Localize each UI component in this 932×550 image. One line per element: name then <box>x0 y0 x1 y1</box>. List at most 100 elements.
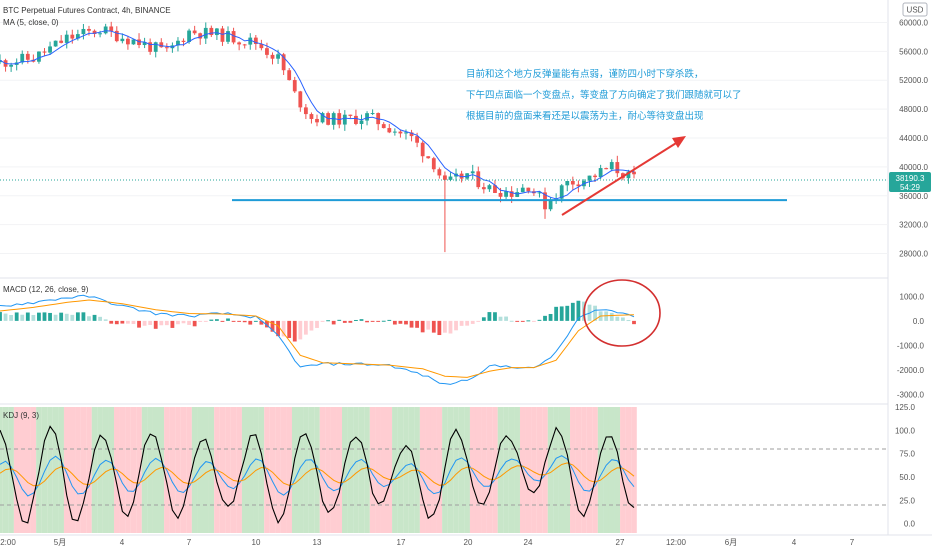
kdj-band <box>13 407 20 533</box>
kdj-band <box>386 407 393 533</box>
candle-body <box>576 184 581 187</box>
candle-body <box>120 38 125 42</box>
kdj-band <box>102 407 109 533</box>
d-line <box>0 462 635 487</box>
macd-bar <box>437 320 442 336</box>
kdj-band <box>136 407 142 533</box>
kdj-band <box>392 407 398 533</box>
candle-body <box>342 114 347 125</box>
macd-bar <box>476 320 481 322</box>
kdj-band <box>236 407 242 533</box>
kdj-band <box>219 407 226 533</box>
kdj-band <box>625 407 632 533</box>
candle-body <box>59 40 64 43</box>
kdj-band <box>197 407 204 533</box>
macd-bar <box>176 320 180 325</box>
kdj-band <box>169 407 176 533</box>
candle-body <box>309 114 314 119</box>
candle-body <box>509 191 514 197</box>
price-tag <box>889 172 931 192</box>
macd-bar <box>242 320 247 323</box>
candle-body <box>604 168 609 170</box>
candle-body <box>570 181 575 185</box>
ma-legend[interactable]: MA (5, close, 0) <box>3 18 59 27</box>
candle-body <box>242 44 247 46</box>
kdj-band <box>486 407 493 533</box>
kdj-band <box>581 407 587 533</box>
kdj-band <box>564 407 571 533</box>
macd-bar <box>81 312 86 321</box>
kdj-legend[interactable]: KDJ (9, 3) <box>3 411 39 420</box>
candle-body <box>9 64 14 67</box>
kdj-band <box>119 407 126 533</box>
macd-bar <box>209 319 214 321</box>
candle-body <box>548 200 553 210</box>
macd-bar <box>126 320 130 324</box>
candle-body <box>448 176 453 180</box>
macd-bar <box>70 314 75 321</box>
macd-bar <box>131 320 136 324</box>
kdj-band <box>91 407 98 533</box>
kdj-band <box>58 407 64 533</box>
candle-body <box>259 44 264 49</box>
candle-body <box>75 34 80 39</box>
macd-bar <box>187 320 191 325</box>
kdj-band <box>464 407 470 533</box>
candle-body <box>153 42 158 52</box>
candle-body <box>526 187 531 192</box>
macd-bar <box>203 320 208 322</box>
kdj-band <box>631 407 637 533</box>
macd-axis-ticks: 1000.0 0.0 -1000.0 -2000.0 -3000.0 <box>897 292 925 399</box>
candle-body <box>87 28 91 31</box>
arrow-head <box>672 136 686 148</box>
kdj-band <box>47 407 53 533</box>
candle-body <box>487 185 492 190</box>
kdj-band <box>158 407 165 533</box>
macd-legend[interactable]: MACD (12, 26, close, 9) <box>3 285 89 294</box>
macd-bar <box>498 316 503 321</box>
candle-body <box>381 124 386 129</box>
price-gridlines <box>0 21 888 255</box>
macd-bar <box>443 320 447 333</box>
kdj-band <box>531 407 537 533</box>
kdj-band <box>269 407 276 533</box>
kdj-band <box>225 407 231 533</box>
kdj-band <box>291 407 298 533</box>
candle-body <box>593 175 597 178</box>
price-tick-label: 32000.0 <box>899 221 928 230</box>
macd-bar <box>248 320 253 325</box>
k-line <box>0 455 635 497</box>
candle-body <box>303 107 308 115</box>
macd-bar <box>420 320 425 333</box>
candle-body <box>404 132 408 134</box>
macd-bar <box>14 312 19 321</box>
kdj-band <box>180 407 187 533</box>
time-axis-ticks[interactable]: 2:00 5月 4 7 10 13 17 20 24 27 12:00 6月 4 7 <box>0 538 855 547</box>
macd-bar <box>537 319 542 321</box>
kdj-band <box>75 407 81 533</box>
candle-body <box>276 54 280 59</box>
macd-histogram <box>0 300 636 342</box>
macd-bar <box>164 320 169 326</box>
currency-badge[interactable]: USD <box>907 6 924 15</box>
macd-bar <box>409 320 414 328</box>
kdj-band <box>430 407 437 533</box>
macd-bar <box>114 320 119 325</box>
currency-badge-box[interactable] <box>902 2 928 17</box>
candle-body <box>337 113 342 125</box>
kdj-band <box>469 407 476 533</box>
symbol-legend[interactable]: BTC Perpetual Futures Contract, 4h, BINA… <box>3 6 171 15</box>
macd-bar <box>348 320 353 323</box>
candle-body <box>53 40 58 47</box>
macd-tick-label: -2000.0 <box>897 366 925 375</box>
candle-body <box>398 131 403 134</box>
candle-body <box>431 158 436 170</box>
macd-bar <box>103 319 108 321</box>
kdj-band <box>25 407 31 533</box>
candle-body <box>214 28 219 36</box>
candle-body <box>126 38 130 45</box>
macd-bar <box>354 319 358 321</box>
candle-body <box>148 42 153 52</box>
candle-body <box>42 51 47 53</box>
